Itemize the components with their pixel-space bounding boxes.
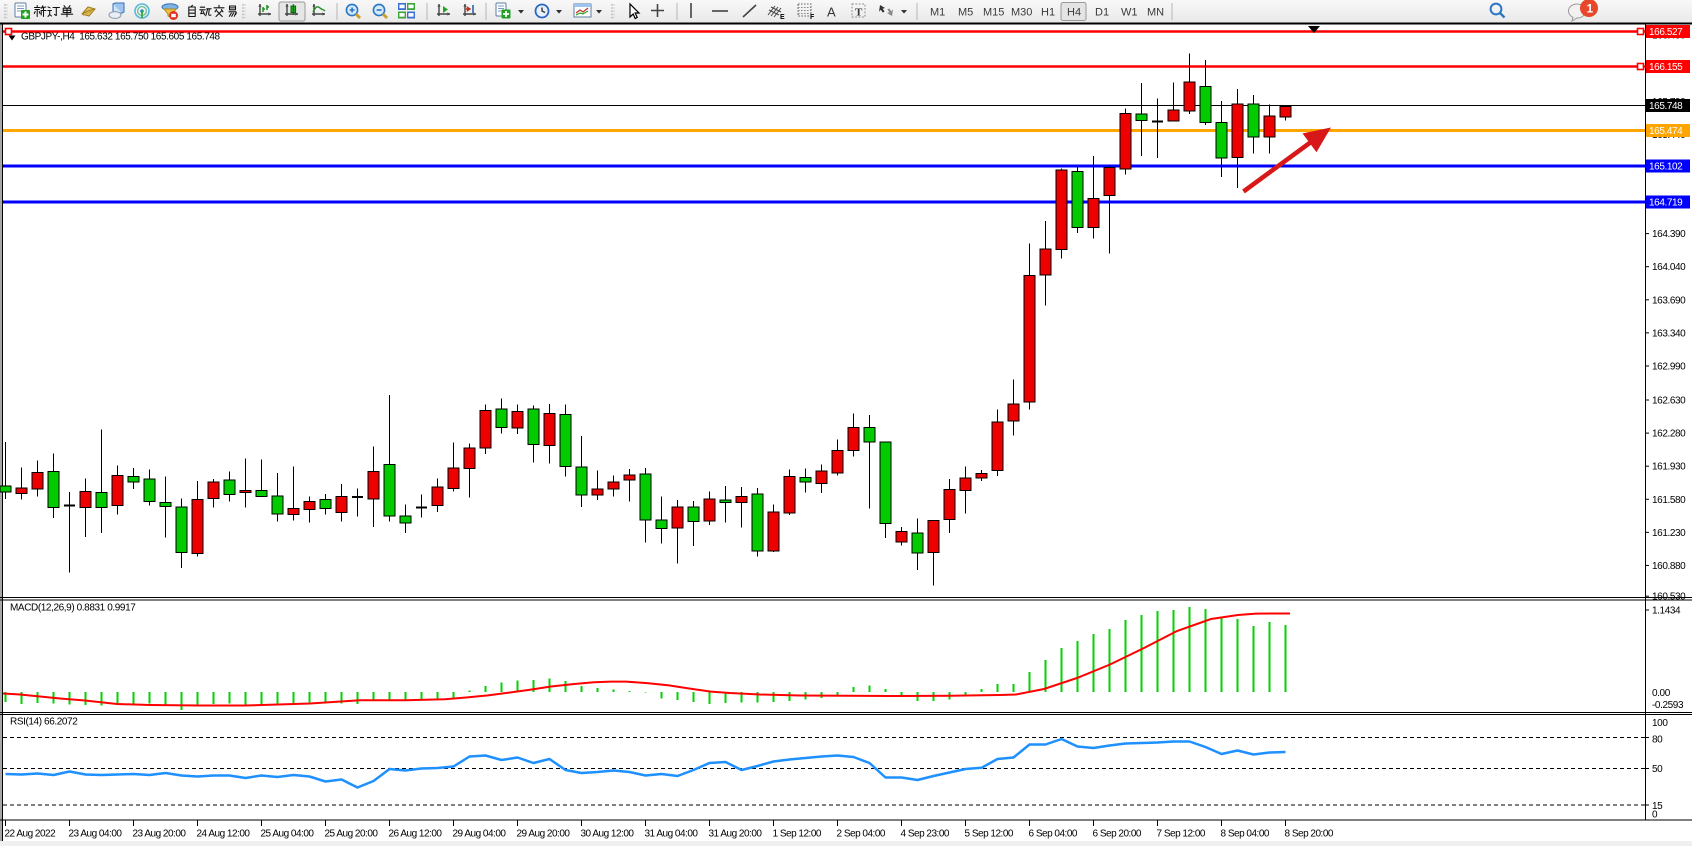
svg-text:25 Aug 04:00: 25 Aug 04:00 [261, 829, 315, 840]
svg-text:165.474: 165.474 [1649, 126, 1683, 137]
svg-text:23 Aug 04:00: 23 Aug 04:00 [69, 829, 123, 840]
svg-text:RSI(14) 66.2072: RSI(14) 66.2072 [10, 717, 78, 728]
svg-text:M5: M5 [958, 7, 973, 19]
svg-text:165.748: 165.748 [1649, 101, 1683, 112]
svg-text:H4: H4 [1067, 7, 1081, 19]
svg-text:30 Aug 12:00: 30 Aug 12:00 [581, 829, 635, 840]
svg-text:164.390: 164.390 [1652, 229, 1686, 240]
svg-text:H1: H1 [1041, 7, 1055, 19]
svg-text:T: T [855, 7, 863, 19]
svg-text:31 Aug 04:00: 31 Aug 04:00 [645, 829, 699, 840]
svg-text:166.527: 166.527 [1649, 27, 1683, 38]
svg-text:GBPJPY-,H4 165.632 165.750 16: GBPJPY-,H4 165.632 165.750 165.605 165.7… [21, 32, 221, 43]
svg-text:161.230: 161.230 [1652, 528, 1686, 539]
svg-text:164.719: 164.719 [1649, 198, 1683, 209]
svg-text:100: 100 [1652, 718, 1668, 729]
svg-text:162.990: 162.990 [1652, 361, 1686, 372]
svg-text:161.580: 161.580 [1652, 495, 1686, 506]
svg-text:-0.2593: -0.2593 [1652, 700, 1684, 711]
svg-text:22 Aug 2022: 22 Aug 2022 [5, 829, 57, 840]
svg-text:8 Sep 04:00: 8 Sep 04:00 [1221, 829, 1270, 840]
svg-text:29 Aug 04:00: 29 Aug 04:00 [453, 829, 507, 840]
svg-text:M15: M15 [983, 7, 1004, 19]
svg-text:F: F [810, 14, 815, 21]
svg-text:161.930: 161.930 [1652, 462, 1686, 473]
svg-text:165.102: 165.102 [1649, 162, 1683, 173]
svg-text:2 Sep 04:00: 2 Sep 04:00 [837, 829, 886, 840]
svg-text:80: 80 [1652, 735, 1663, 746]
svg-text:7 Sep 12:00: 7 Sep 12:00 [1157, 829, 1206, 840]
svg-text:MACD(12,26,9) 0.8831 0.9917: MACD(12,26,9) 0.8831 0.9917 [10, 603, 136, 614]
svg-text:6 Sep 20:00: 6 Sep 20:00 [1093, 829, 1142, 840]
svg-text:25 Aug 20:00: 25 Aug 20:00 [325, 829, 379, 840]
svg-text:1 Sep 12:00: 1 Sep 12:00 [773, 829, 822, 840]
svg-text:1: 1 [1587, 2, 1594, 16]
svg-text:163.340: 163.340 [1652, 328, 1686, 339]
svg-text:160.530: 160.530 [1652, 592, 1686, 603]
svg-text:MN: MN [1147, 7, 1164, 19]
svg-text:166.155: 166.155 [1649, 62, 1683, 73]
svg-text:15: 15 [1652, 801, 1663, 812]
svg-text:24 Aug 12:00: 24 Aug 12:00 [197, 829, 251, 840]
svg-text:6 Sep 04:00: 6 Sep 04:00 [1029, 829, 1078, 840]
svg-text:A: A [827, 5, 836, 20]
svg-text:29 Aug 20:00: 29 Aug 20:00 [517, 829, 571, 840]
svg-text:M30: M30 [1011, 7, 1032, 19]
svg-text:162.630: 162.630 [1652, 396, 1686, 407]
svg-text:31 Aug 20:00: 31 Aug 20:00 [709, 829, 763, 840]
svg-text:8 Sep 20:00: 8 Sep 20:00 [1285, 829, 1334, 840]
svg-text:5 Sep 12:00: 5 Sep 12:00 [965, 829, 1014, 840]
svg-text:163.690: 163.690 [1652, 295, 1686, 306]
svg-text:26 Aug 12:00: 26 Aug 12:00 [389, 829, 443, 840]
svg-text:M1: M1 [930, 7, 945, 19]
svg-text:1.1434: 1.1434 [1652, 606, 1681, 617]
svg-text:164.040: 164.040 [1652, 262, 1686, 273]
svg-text:23 Aug 20:00: 23 Aug 20:00 [133, 829, 187, 840]
svg-text:E: E [780, 14, 785, 21]
svg-text:4 Sep 23:00: 4 Sep 23:00 [901, 829, 950, 840]
svg-text:0: 0 [1652, 810, 1658, 821]
svg-text:160.880: 160.880 [1652, 561, 1686, 572]
svg-text:0.00: 0.00 [1652, 688, 1671, 699]
svg-text:162.280: 162.280 [1652, 429, 1686, 440]
svg-text:D1: D1 [1095, 7, 1109, 19]
svg-text:W1: W1 [1121, 7, 1138, 19]
svg-text:50: 50 [1652, 764, 1663, 775]
